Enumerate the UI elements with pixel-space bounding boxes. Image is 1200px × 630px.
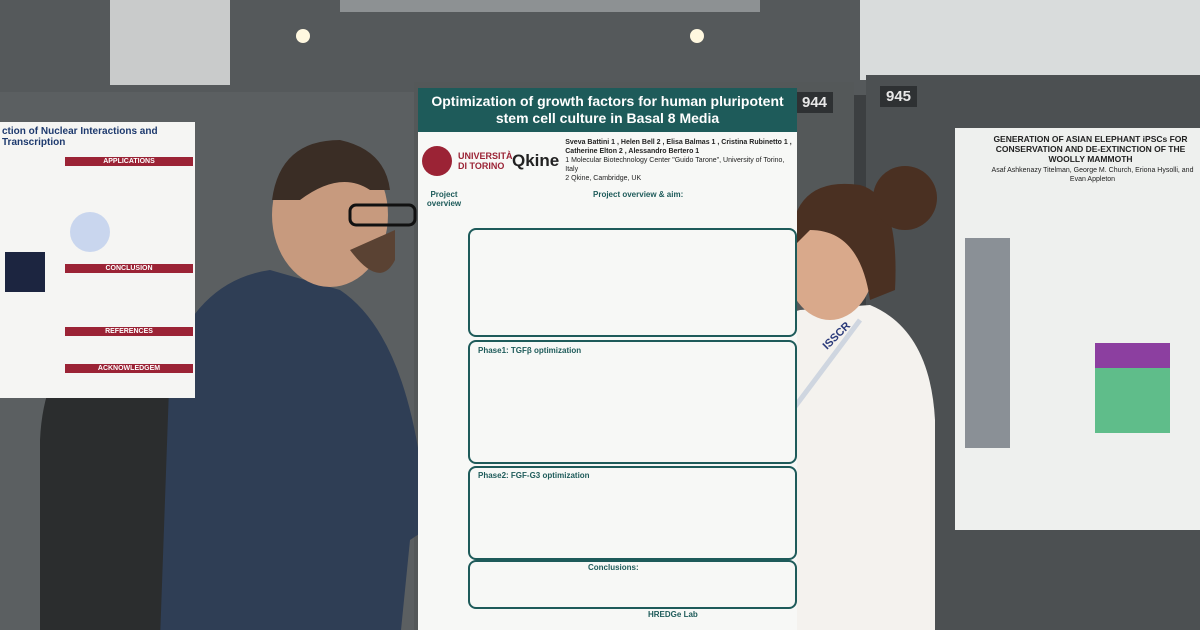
poster-heading: REFERENCES: [65, 327, 193, 336]
figure: [5, 252, 45, 292]
poster-heading: ACKNOWLEDGEM: [65, 364, 193, 373]
figure: [70, 212, 110, 252]
light: [296, 29, 310, 43]
board-number: 945: [880, 86, 918, 107]
duct: [110, 0, 230, 85]
poster-heading: CONCLUSION: [65, 264, 193, 273]
section-heading: Project overview & aim:: [593, 190, 684, 199]
hair-bun: [873, 166, 937, 230]
figure-panel: [468, 340, 797, 464]
logo-text: Qkine: [512, 150, 560, 170]
section-heading: Phase1: TGFβ optimization: [478, 346, 582, 355]
woman-hair: [790, 183, 896, 300]
lab-name: HREDGe Lab: [648, 610, 698, 619]
section-heading: Conclusions:: [588, 563, 639, 572]
poster-title: Optimization of growth factors for human…: [418, 88, 797, 132]
heatmap: [1095, 343, 1170, 368]
logo-text: UNIVERSITÀ DI TORINO: [458, 150, 513, 171]
authors: Sveva Battini 1 , Helen Bell 2 , Elisa B…: [565, 139, 792, 155]
man-beard: [350, 230, 395, 273]
logo-seal: [422, 145, 452, 176]
affiliation: 2 Qkine, Cambridge, UK: [565, 175, 642, 182]
light: [690, 29, 704, 43]
glasses: [348, 203, 417, 227]
left-poster: ction of Nuclear Interactions and Transc…: [0, 122, 195, 398]
text-panel: [468, 560, 797, 609]
section-heading: Phase2: FGF-G3 optimization: [478, 471, 590, 480]
wall: [860, 0, 1200, 80]
poster-title: GENERATION OF ASIAN ELEPHANT iPSCs FOR C…: [993, 134, 1188, 164]
poster-heading: APPLICATIONS: [65, 157, 193, 166]
affiliation: 1 Molecular Biotechnology Center "Guido …: [565, 157, 785, 173]
poster-title: ction of Nuclear Interactions and Transc…: [2, 126, 158, 148]
beam: [340, 0, 760, 12]
board-number: 944: [796, 92, 834, 113]
man-hair: [272, 140, 390, 200]
section-heading: Project overview: [426, 190, 462, 208]
figure-panel: [468, 466, 797, 560]
figure-panel: [468, 228, 797, 337]
figure: [965, 238, 1010, 448]
authors: Asaf Ashkenazy Titelman, George M. Churc…: [991, 167, 1194, 183]
right-poster: GENERATION OF ASIAN ELEPHANT iPSCs FOR C…: [955, 128, 1200, 530]
center-poster: Optimization of growth factors for human…: [418, 88, 797, 630]
man-jacket: [160, 270, 440, 630]
